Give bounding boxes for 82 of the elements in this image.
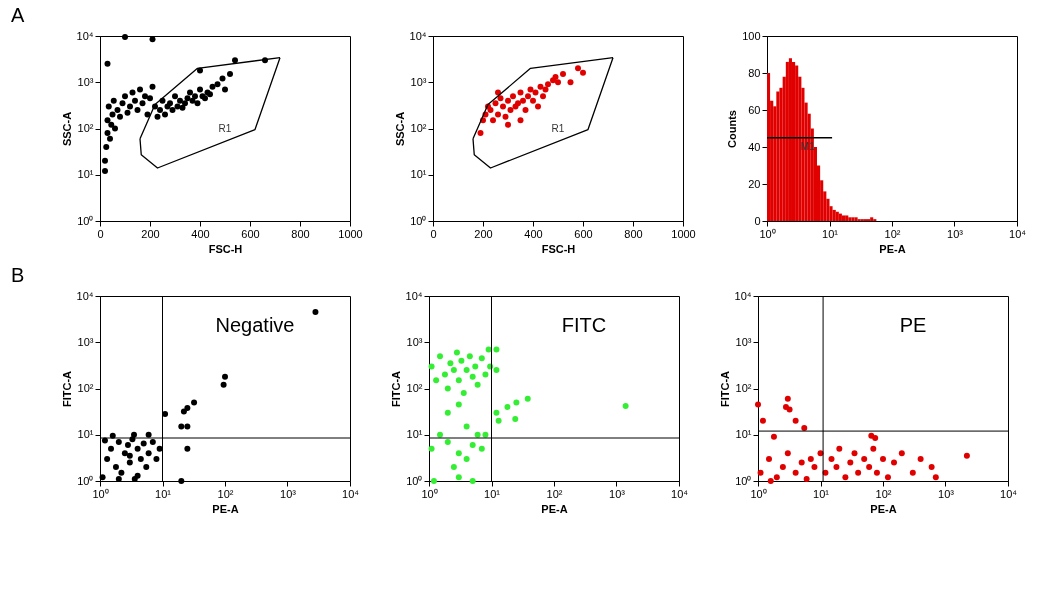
x-axis-title: PE-A: [870, 502, 897, 515]
y-tick-label: 80: [748, 66, 761, 79]
x-tick-label: 1000: [338, 227, 363, 240]
x-tick-label: 800: [624, 227, 643, 240]
y-axis-title: FITC-A: [60, 370, 73, 408]
y-tick-label: 10⁴: [76, 289, 94, 302]
y-tick-label: 10¹: [77, 168, 94, 181]
x-tick-label: 10²: [546, 487, 563, 500]
x-axis-title: FSC-H: [541, 242, 576, 255]
chart-title: B: [11, 264, 25, 286]
x-axis-title: PE-A: [879, 242, 906, 255]
y-tick-label: 10²: [410, 122, 427, 134]
y-tick-label: 10²: [77, 382, 94, 394]
y-tick-label: 10⁰: [735, 474, 752, 487]
y-tick-label: 10⁴: [405, 289, 423, 302]
x-tick-label: 200: [474, 227, 493, 240]
x-tick-label: 200: [141, 227, 160, 240]
x-tick-label: 10⁴: [1009, 227, 1027, 240]
x-tick-label: 10³: [280, 487, 297, 500]
x-tick-label: 10⁰: [421, 487, 438, 500]
y-tick-label: 10¹: [77, 428, 94, 441]
x-tick-label: 10⁰: [759, 227, 776, 240]
y-tick-label: 10⁰: [410, 214, 427, 227]
x-tick-label: 10¹: [484, 487, 501, 500]
x-tick-label: 10⁰: [92, 487, 109, 500]
annotation: R1: [218, 122, 232, 134]
x-tick-label: 10²: [217, 487, 234, 500]
x-tick-label: 600: [574, 227, 593, 240]
annotation: M1: [800, 140, 816, 152]
x-tick-label: 10³: [609, 487, 626, 500]
y-tick-label: 10¹: [406, 428, 423, 441]
y-tick-label: 60: [748, 103, 761, 116]
y-tick-label: 10³: [735, 335, 752, 348]
x-axis-title: FSC-H: [208, 242, 243, 255]
y-tick-label: 10²: [77, 122, 94, 134]
y-tick-label: 10⁴: [734, 289, 752, 302]
x-tick-label: 0: [430, 227, 437, 240]
x-tick-label: 10⁴: [342, 487, 360, 500]
x-tick-label: 10³: [947, 227, 964, 240]
y-tick-label: 10⁴: [76, 29, 94, 42]
y-tick-label: 10²: [406, 382, 423, 394]
x-tick-label: 10¹: [813, 487, 830, 500]
x-tick-label: 10²: [884, 227, 901, 240]
y-axis-title: FITC-A: [718, 370, 731, 408]
annotation: R1: [551, 122, 565, 134]
x-tick-label: 10¹: [155, 487, 172, 500]
y-tick-label: 10⁰: [406, 474, 423, 487]
x-axis-title: PE-A: [212, 502, 239, 515]
x-tick-label: 10⁴: [671, 487, 689, 500]
y-tick-label: 10¹: [735, 428, 752, 441]
annotation: Negative: [215, 313, 295, 336]
y-axis-title: SSC-A: [60, 111, 73, 147]
y-tick-label: 10²: [735, 382, 752, 394]
chart-title: A: [11, 4, 26, 26]
y-tick-label: 10³: [410, 75, 427, 88]
y-tick-label: 40: [748, 140, 761, 153]
y-axis-title: SSC-A: [393, 111, 406, 147]
x-tick-label: 0: [97, 227, 104, 240]
x-tick-label: 800: [291, 227, 310, 240]
x-axis-title: PE-A: [541, 502, 568, 515]
x-tick-label: 10¹: [822, 227, 839, 240]
x-tick-label: 10⁴: [1000, 487, 1018, 500]
y-tick-label: 10³: [77, 335, 94, 348]
y-axis-title: FITC-A: [389, 370, 402, 408]
y-tick-label: 10⁴: [409, 29, 427, 42]
y-tick-label: 100: [742, 29, 761, 42]
x-tick-label: 1000: [671, 227, 696, 240]
x-tick-label: 10³: [938, 487, 955, 500]
y-axis-title: Counts: [726, 110, 739, 148]
y-tick-label: 0: [754, 214, 761, 227]
x-tick-label: 10²: [875, 487, 892, 500]
x-tick-label: 600: [241, 227, 260, 240]
y-tick-label: 10¹: [410, 168, 427, 181]
y-tick-label: 10⁰: [77, 214, 94, 227]
annotation: PE: [899, 313, 927, 336]
y-tick-label: 10³: [406, 335, 423, 348]
x-tick-label: 400: [524, 227, 543, 240]
annotation: FITC: [561, 313, 607, 336]
y-tick-label: 20: [748, 177, 761, 190]
y-tick-label: 10⁰: [77, 474, 94, 487]
x-tick-label: 400: [191, 227, 210, 240]
y-tick-label: 10³: [77, 75, 94, 88]
